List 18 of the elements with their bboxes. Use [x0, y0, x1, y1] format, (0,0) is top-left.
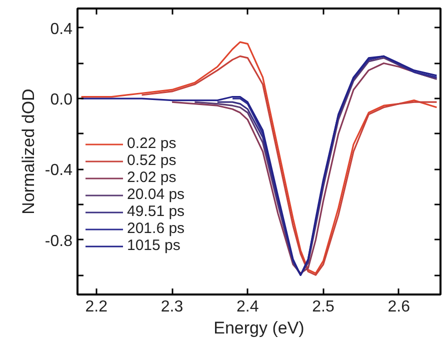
y-tick-label: -0.8: [44, 232, 73, 250]
legend-label: 20.04 ps: [127, 186, 185, 203]
legend-label: 201.6 ps: [127, 220, 185, 237]
legend-label: 2.02 ps: [127, 169, 176, 186]
legend-label: 1015 ps: [127, 237, 180, 254]
x-axis-title: Energy (eV): [214, 318, 304, 338]
x-tick-label: 2.6: [388, 298, 410, 316]
y-tick-label: 0.4: [50, 20, 73, 38]
legend-label: 0.52 ps: [127, 152, 176, 169]
x-tick-label: 2.5: [312, 298, 335, 316]
x-tick-label: 2.4: [236, 298, 259, 316]
x-tick-label: 2.2: [85, 298, 108, 316]
x-tick-label: 2.3: [160, 298, 184, 316]
y-tick-label: -0.4: [44, 162, 73, 180]
y-axis-title: Normalized dOD: [18, 88, 38, 214]
legend-label: 0.22 ps: [127, 135, 176, 152]
y-tick-label: 0.0: [50, 92, 73, 109]
legend-label: 49.51 ps: [127, 203, 185, 220]
